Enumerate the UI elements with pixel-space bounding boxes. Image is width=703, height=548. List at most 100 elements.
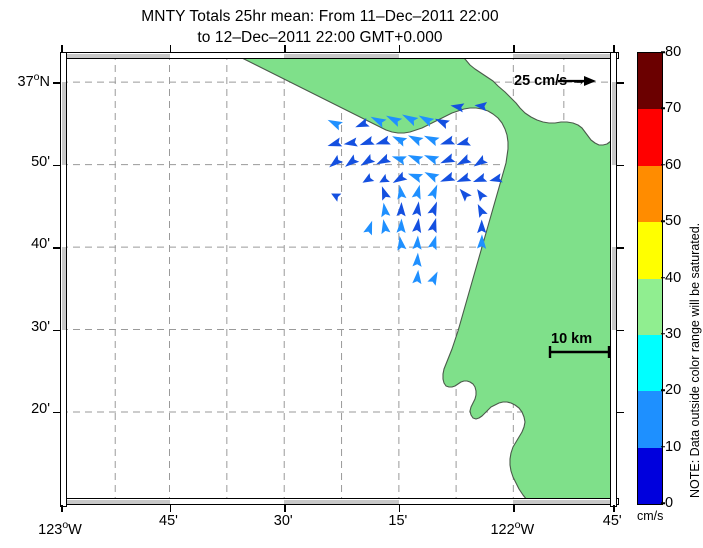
current-vector-arrow	[381, 202, 391, 218]
current-vector-arrow	[386, 115, 403, 127]
current-vector-arrow	[434, 118, 450, 129]
x-tickmark-bottom	[398, 505, 401, 512]
x-axis-tick-label-2: 30'	[273, 513, 293, 529]
colorbar-band-40-50	[638, 222, 662, 279]
current-vector-arrow	[412, 269, 422, 285]
current-vector-arrow	[456, 154, 472, 165]
current-vector-arrow	[477, 219, 487, 234]
current-vectors	[327, 102, 503, 286]
current-vector-arrow	[423, 135, 440, 147]
colorbar-band-30-40	[638, 278, 662, 335]
y-tickmark-right	[617, 164, 624, 167]
colorbar-band-0-10	[638, 447, 662, 504]
current-vector-arrow	[401, 114, 419, 127]
x-tickmark-top	[398, 45, 401, 52]
y-axis-tick-label-3: 30'	[31, 318, 50, 335]
current-vector-arrow	[376, 153, 392, 165]
x-tickmark-top	[284, 45, 286, 52]
x-tickmark-bottom	[613, 505, 615, 512]
x-axis-tick-label-1: 45'	[159, 513, 178, 529]
current-vector-arrow	[343, 137, 358, 147]
y-tickmark-left	[53, 329, 60, 332]
current-vector-arrow	[396, 218, 406, 234]
current-vector-arrow	[456, 136, 471, 146]
current-vector-arrow	[327, 119, 343, 131]
colorbar-unit-label: cm/s	[637, 509, 664, 523]
current-vector-arrow	[418, 115, 435, 127]
current-vector-arrow	[412, 201, 422, 217]
colorbar-band-10-20	[638, 391, 662, 448]
current-vector-arrow	[472, 173, 488, 183]
current-vector-arrow	[360, 153, 376, 166]
current-vector-arrow	[397, 185, 407, 200]
current-vector-arrow	[355, 117, 370, 128]
x-tickmark-top	[513, 45, 515, 52]
x-tickmark-top	[613, 45, 615, 52]
x-axis-tick-label-4: 122oW	[490, 519, 535, 538]
current-vector-arrow	[327, 137, 343, 147]
x-axis-tick-label-5: 45'	[602, 513, 622, 529]
colorbar-tickmark-70	[661, 107, 665, 110]
current-vector-arrow	[427, 217, 437, 234]
current-vector-arrow	[392, 171, 408, 184]
current-vector-arrow	[412, 218, 422, 234]
colorbar-tickmark-20	[661, 389, 665, 391]
colorbar-band-70-80	[638, 53, 662, 110]
reference-arrow-label: 25 cm/s →	[514, 73, 586, 89]
colorbar-note: NOTE: Data outside color range will be s…	[686, 52, 703, 505]
current-vector-arrow	[459, 188, 472, 202]
current-vector-arrow	[379, 173, 390, 183]
x-tickmark-top	[169, 45, 171, 52]
current-vector-arrow	[407, 154, 424, 166]
current-vector-arrow	[392, 136, 408, 147]
colorbar-tickmark-0	[661, 502, 665, 504]
current-vector-arrow	[412, 252, 422, 267]
current-vector-arrow	[477, 203, 488, 218]
y-tickmark-left	[53, 82, 60, 84]
x-tickmark-top	[61, 45, 63, 52]
current-vector-arrow	[381, 219, 391, 235]
current-vector-arrow	[362, 173, 375, 183]
current-vector-arrow	[408, 135, 424, 147]
current-vector-arrow	[477, 189, 488, 202]
colorbar-tick-10: 10	[665, 438, 682, 455]
colorbar-band-50-60	[638, 165, 662, 223]
current-vector-arrow	[427, 201, 438, 217]
colorbar-tick-50: 50	[665, 212, 682, 229]
current-vector-arrow	[450, 103, 465, 113]
colorbar-tickmark-80	[661, 51, 665, 53]
y-axis-tick-label-4: 20'	[31, 400, 50, 417]
x-tickmark-bottom	[169, 505, 171, 512]
colorbar-tickmark-50	[661, 220, 665, 222]
colorbar-tickmark-10	[661, 445, 665, 448]
current-vector-arrow	[397, 236, 407, 251]
colorbar-band-20-30	[638, 334, 662, 392]
x-tickmark-bottom	[61, 505, 63, 512]
map-plot-area[interactable]: 25 cm/s → 10 km	[53, 45, 624, 512]
y-tickmark-left	[53, 411, 60, 414]
current-vector-arrow	[381, 186, 391, 201]
current-vector-arrow	[370, 116, 387, 128]
x-axis-tick-label-3: 15'	[388, 513, 408, 529]
colorbar-tick-80: 80	[665, 43, 682, 60]
current-vector-arrow	[345, 154, 360, 167]
title-line-1: MNTY Totals 25hr mean: From 11–Dec–2011 …	[141, 8, 499, 25]
land-mass	[231, 53, 616, 504]
y-axis-tick-label-1: 50'	[31, 153, 50, 170]
current-vector-arrow	[440, 171, 456, 182]
title-line-2: to 12–Dec–2011 22:00 GMT+0.000	[197, 29, 443, 46]
current-vector-arrow	[440, 135, 456, 145]
colorbar-tickmark-40	[661, 276, 665, 279]
current-vector-arrow	[363, 220, 373, 236]
current-vector-arrow	[476, 234, 487, 249]
colorbar-tick-0: 0	[665, 494, 674, 511]
colorbar-band-60-70	[638, 109, 662, 166]
colorbar-tick-70: 70	[665, 100, 682, 117]
colorbar-tick-20: 20	[665, 382, 682, 398]
colorbar[interactable]	[637, 52, 663, 505]
colorbar-tick-60: 60	[665, 156, 682, 173]
y-tickmark-left	[53, 247, 60, 249]
colorbar-note-text: NOTE: Data outside color range will be s…	[688, 222, 702, 498]
scale-bar-label: 10 km	[551, 331, 593, 347]
current-vector-arrow	[427, 184, 438, 200]
